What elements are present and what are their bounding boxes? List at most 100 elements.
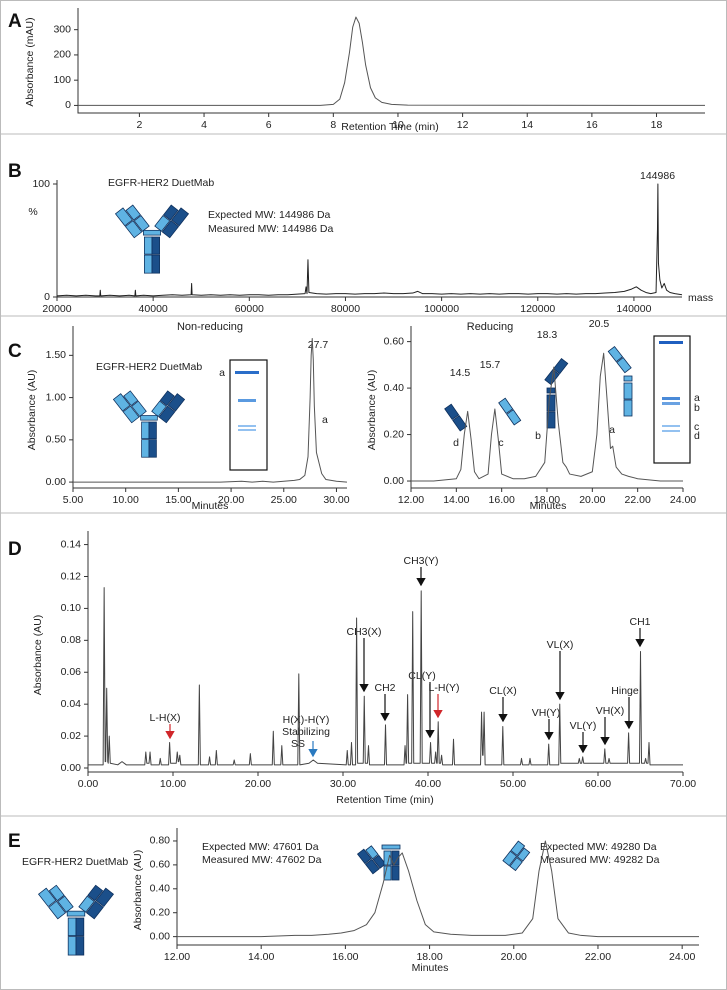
y-axis-label: Absorbance (mAU) [24,17,36,106]
x-tick-label: 10.00 [160,778,186,790]
annotation: L-H(Y) [429,682,460,694]
x-tick-label: 25.00 [271,494,297,506]
chart-title: Non-reducing [177,321,243,333]
y-tick-label: 0.04 [61,698,82,710]
panel-label: C [8,341,22,362]
panel-label: D [8,539,22,560]
annotation: Measured MW: 144986 Da [208,223,333,235]
y-tick-label: 1.50 [46,349,67,361]
y-tick-label: 0.06 [61,666,82,678]
panel-label: B [8,161,22,182]
annotation: CH3(X) [346,626,381,638]
x-tick-label: 20000 [42,303,71,315]
x-tick-label: 50.00 [500,778,526,790]
x-axis-label: Retention Time (min) [341,121,438,133]
annotation: 20.5 [589,318,610,330]
annotation: c [694,421,699,433]
trace [56,183,683,297]
x-axis-label: Minutes [192,500,229,512]
gel-image [229,359,268,471]
annotation: 144986 [640,170,675,182]
annotation: EGFR-HER2 DuetMab [22,856,128,868]
annotation: c [498,437,503,449]
annotation: 14.5 [450,367,471,379]
y-axis-label: Absorbance (AU) [132,850,144,931]
annotation: d [694,430,700,442]
x-tick-label: 0.00 [78,778,99,790]
antibody-icon [114,201,190,274]
x-tick-label: 60000 [235,303,264,315]
x-tick-label: 20.00 [245,778,271,790]
x-tick-label: 5.00 [63,494,84,506]
x-tick-label: 12.00 [398,494,424,506]
y-tick-label: 100 [53,74,71,86]
x-tick-label: 18 [651,119,663,131]
annotation: EGFR-HER2 DuetMab [96,361,202,373]
x-tick-label: 120000 [520,303,555,315]
annotation: CH1 [629,616,650,628]
axis-line [72,326,347,489]
annotation: L-H(X) [150,712,181,724]
panel-label: E [8,831,21,852]
y-tick-label: 0.02 [61,730,82,742]
annotation: Measured MW: 49282 Da [540,854,660,866]
x-tick-label: 20.00 [501,951,527,963]
annotation: Expected MW: 47601 Da [202,841,319,853]
y-tick-label: 0.00 [61,762,82,774]
trace [73,337,348,483]
x-tick-label: 12.00 [164,951,190,963]
x-axis-label: Minutes [530,500,567,512]
annotation: VL(X) [547,639,574,651]
x-tick-label: 60.00 [585,778,611,790]
annotation: Expected MW: 49280 Da [540,841,657,853]
x-tick-label: 15.00 [165,494,191,506]
peak-labels: L-H(X) H(X)-H(Y) Stabilizing SS CH3(X) C… [150,555,651,750]
x-tick-label: 10 [392,119,404,131]
trace [78,16,706,106]
y-tick-label: 0.10 [61,602,82,614]
x-tick-label: 24.00 [669,951,695,963]
y-tick-label: 0.14 [61,538,82,550]
y-tick-label: 0 [65,99,71,111]
y-tick-label: 0.20 [384,428,405,440]
y-axis-label: Absorbance (AU) [32,615,44,696]
y-tick-label: 300 [53,23,71,35]
y-tick-label: 0.00 [46,476,67,488]
y-tick-label: 0.20 [150,906,171,918]
x-tick-label: 16 [586,119,598,131]
x-tick-label: 18.00 [416,951,442,963]
annotation: VH(X) [596,705,625,717]
annotation: H(X)-H(Y) [283,714,330,726]
x-tick-label: 140000 [616,303,651,315]
y-tick-label: 0.00 [384,475,405,487]
x-axis-label: Retention Time (min) [336,794,433,806]
annotation: b [694,402,700,414]
annotation: a [219,367,225,379]
x-tick-label: 14.00 [248,951,274,963]
y-axis-label: Absorbance (AU) [26,370,38,451]
gel-image [653,335,691,464]
annotation: d [453,437,459,449]
annotation: VL(Y) [570,720,597,732]
y-tick-label: 0.60 [384,335,405,347]
fragment-icons [356,840,531,881]
x-tick-label: 30.00 [323,494,349,506]
x-axis-label: Minutes [412,962,449,974]
x-tick-label: 16.00 [489,494,515,506]
x-tick-label: 14 [521,119,533,131]
annotation: CL(X) [489,685,516,697]
y-tick-label: 200 [53,49,71,61]
x-tick-label: 6 [266,119,272,131]
y-axis-label: Absorbance (AU) [366,370,378,451]
peak-arrows [165,567,645,758]
annotation: CH2 [374,682,395,694]
annotation: a [322,414,328,426]
x-tick-label: 30.00 [330,778,356,790]
x-tick-label: 70.00 [670,778,696,790]
x-tick-label: 14.00 [443,494,469,506]
x-tick-label: 22.00 [625,494,651,506]
annotation: Measured MW: 47602 Da [202,854,322,866]
antibody-icon [112,387,186,458]
y-axis-label: % [28,206,37,218]
